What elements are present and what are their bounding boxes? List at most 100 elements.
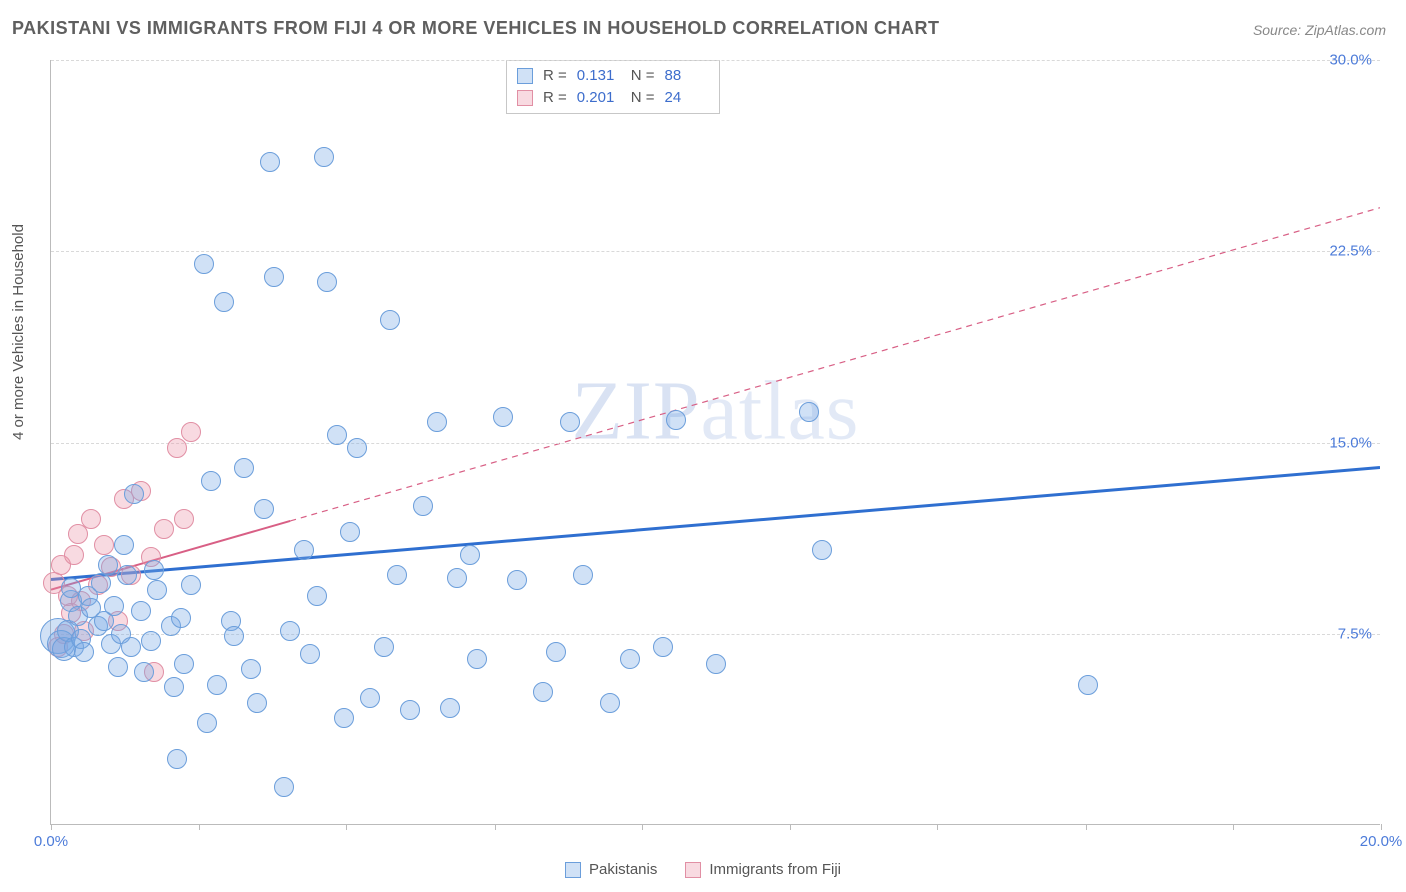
- scatter-point-pakistanis: [234, 458, 254, 478]
- swatch-fiji: [517, 90, 533, 106]
- x-tick-mark: [346, 824, 347, 830]
- scatter-point-pakistanis: [254, 499, 274, 519]
- x-tick-mark: [199, 824, 200, 830]
- scatter-point-pakistanis: [241, 659, 261, 679]
- x-tick-mark: [642, 824, 643, 830]
- scatter-point-pakistanis: [141, 631, 161, 651]
- chart-container: PAKISTANI VS IMMIGRANTS FROM FIJI 4 OR M…: [0, 0, 1406, 892]
- scatter-point-pakistanis: [467, 649, 487, 669]
- y-tick-label: 30.0%: [1329, 52, 1372, 69]
- scatter-point-pakistanis: [201, 471, 221, 491]
- scatter-point-pakistanis: [207, 675, 227, 695]
- scatter-point-pakistanis: [493, 407, 513, 427]
- scatter-point-pakistanis: [197, 713, 217, 733]
- scatter-point-pakistanis: [164, 677, 184, 697]
- scatter-point-pakistanis: [620, 649, 640, 669]
- scatter-point-fiji: [94, 535, 114, 555]
- legend-item-fiji: Immigrants from Fiji: [685, 861, 841, 878]
- scatter-point-pakistanis: [799, 402, 819, 422]
- scatter-point-fiji: [174, 509, 194, 529]
- gridline: [51, 60, 1380, 61]
- y-tick-label: 7.5%: [1338, 625, 1372, 642]
- scatter-point-pakistanis: [1078, 675, 1098, 695]
- scatter-point-fiji: [181, 422, 201, 442]
- scatter-point-fiji: [81, 509, 101, 529]
- stat-N-fiji: 24: [665, 87, 709, 109]
- gridline: [51, 443, 1380, 444]
- stat-R-pakistanis: 0.131: [577, 65, 621, 87]
- stats-legend-box: R = 0.131 N = 88 R = 0.201 N = 24: [506, 60, 720, 114]
- x-tick-mark: [51, 824, 52, 830]
- scatter-point-pakistanis: [600, 693, 620, 713]
- scatter-point-pakistanis: [147, 580, 167, 600]
- scatter-point-pakistanis: [117, 565, 137, 585]
- scatter-point-pakistanis: [340, 522, 360, 542]
- scatter-point-pakistanis: [334, 708, 354, 728]
- scatter-point-pakistanis: [91, 573, 111, 593]
- stats-row-pakistanis: R = 0.131 N = 88: [517, 65, 709, 87]
- watermark-thin: atlas: [701, 365, 860, 458]
- plot-area: ZIPatlas R = 0.131 N = 88 R = 0.201 N = …: [50, 60, 1380, 825]
- scatter-point-pakistanis: [653, 637, 673, 657]
- scatter-point-fiji: [154, 519, 174, 539]
- scatter-point-pakistanis: [374, 637, 394, 657]
- scatter-point-pakistanis: [247, 693, 267, 713]
- scatter-point-pakistanis: [400, 700, 420, 720]
- x-tick-label: 0.0%: [34, 833, 68, 850]
- stat-N-pakistanis: 88: [665, 65, 709, 87]
- scatter-point-pakistanis: [260, 152, 280, 172]
- stat-R-fiji: 0.201: [577, 87, 621, 109]
- scatter-point-fiji: [64, 545, 84, 565]
- chart-title: PAKISTANI VS IMMIGRANTS FROM FIJI 4 OR M…: [12, 18, 940, 39]
- y-tick-label: 15.0%: [1329, 434, 1372, 451]
- stat-label-N: N =: [631, 65, 655, 87]
- scatter-point-pakistanis: [131, 601, 151, 621]
- scatter-point-pakistanis: [666, 410, 686, 430]
- scatter-point-pakistanis: [347, 438, 367, 458]
- scatter-point-pakistanis: [380, 310, 400, 330]
- trend-line: [51, 467, 1380, 579]
- scatter-point-pakistanis: [507, 570, 527, 590]
- swatch-fiji: [685, 862, 701, 878]
- x-tick-mark: [790, 824, 791, 830]
- y-tick-label: 22.5%: [1329, 243, 1372, 260]
- stats-row-fiji: R = 0.201 N = 24: [517, 87, 709, 109]
- scatter-point-pakistanis: [264, 267, 284, 287]
- scatter-point-pakistanis: [214, 292, 234, 312]
- scatter-point-pakistanis: [533, 682, 553, 702]
- scatter-point-pakistanis: [171, 608, 191, 628]
- gridline: [51, 634, 1380, 635]
- scatter-point-pakistanis: [300, 644, 320, 664]
- scatter-point-pakistanis: [167, 749, 187, 769]
- scatter-point-pakistanis: [546, 642, 566, 662]
- swatch-pakistanis: [565, 862, 581, 878]
- scatter-point-pakistanis: [307, 586, 327, 606]
- x-tick-mark: [1086, 824, 1087, 830]
- scatter-point-pakistanis: [124, 484, 144, 504]
- stat-label-R: R =: [543, 65, 567, 87]
- stat-label-R: R =: [543, 87, 567, 109]
- scatter-point-pakistanis: [74, 642, 94, 662]
- scatter-point-pakistanis: [274, 777, 294, 797]
- x-tick-mark: [1381, 824, 1382, 830]
- scatter-point-pakistanis: [440, 698, 460, 718]
- scatter-point-pakistanis: [194, 254, 214, 274]
- scatter-point-pakistanis: [560, 412, 580, 432]
- scatter-point-pakistanis: [573, 565, 593, 585]
- scatter-point-pakistanis: [413, 496, 433, 516]
- scatter-point-pakistanis: [181, 575, 201, 595]
- legend-label-fiji: Immigrants from Fiji: [709, 861, 841, 878]
- scatter-point-pakistanis: [134, 662, 154, 682]
- swatch-pakistanis: [517, 68, 533, 84]
- source-label: Source: ZipAtlas.com: [1253, 22, 1386, 38]
- scatter-point-pakistanis: [706, 654, 726, 674]
- gridline: [51, 251, 1380, 252]
- scatter-point-pakistanis: [327, 425, 347, 445]
- x-tick-mark: [495, 824, 496, 830]
- legend-label-pakistanis: Pakistanis: [589, 861, 657, 878]
- scatter-point-pakistanis: [224, 626, 244, 646]
- scatter-point-pakistanis: [280, 621, 300, 641]
- bottom-legend: Pakistanis Immigrants from Fiji: [0, 861, 1406, 878]
- scatter-point-pakistanis: [387, 565, 407, 585]
- scatter-point-pakistanis: [812, 540, 832, 560]
